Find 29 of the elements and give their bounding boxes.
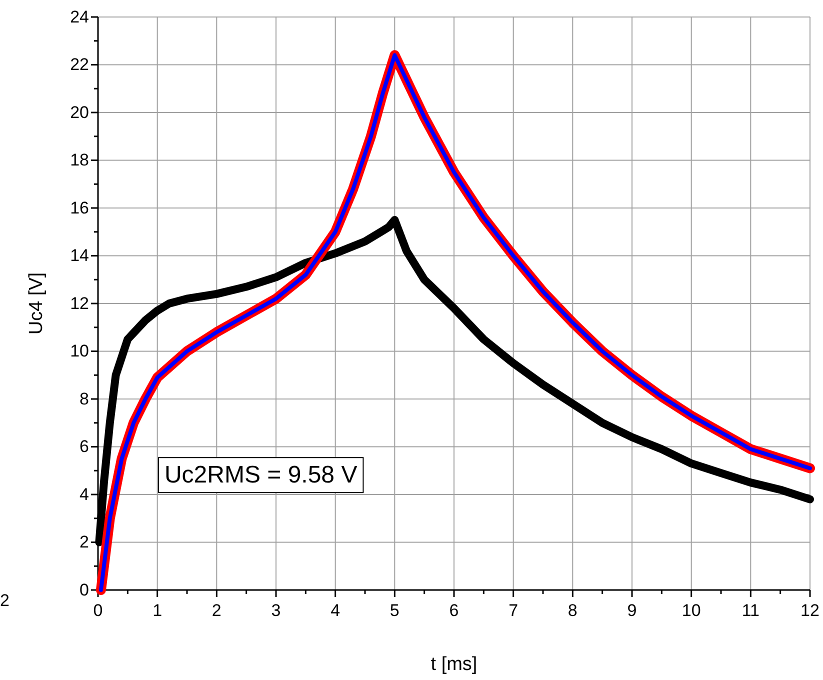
y-tick-label: 16 <box>70 198 89 218</box>
x-tick-label: 6 <box>449 601 459 620</box>
y-tick-label: 0 <box>80 580 89 600</box>
y-tick-label: 12 <box>70 294 89 313</box>
x-tick-label: 7 <box>508 601 518 620</box>
annotation: Uc2RMS = 9.58 V <box>164 462 358 489</box>
y-tick-label: 20 <box>70 102 89 122</box>
x-tick-label: 5 <box>390 601 400 620</box>
x-tick-label: 4 <box>330 601 340 620</box>
x-tick-label: 1 <box>152 601 162 620</box>
x-tick-label: 3 <box>271 601 281 620</box>
y-tick-label: 8 <box>80 389 89 408</box>
x-tick-label: 11 <box>742 601 760 620</box>
y-tick-label: 14 <box>70 246 89 266</box>
x-tick-label: 9 <box>627 601 637 620</box>
x-tick-label: 12 <box>800 601 820 620</box>
y-axis-title: Uc4 [V] <box>26 272 47 335</box>
x-tick-label: 8 <box>568 601 578 620</box>
x-tick-label: 2 <box>212 601 222 620</box>
y-tick-label: 10 <box>70 342 89 361</box>
y-tick-label: 22 <box>70 55 89 74</box>
x-tick-label: 0 <box>93 601 103 620</box>
y-tick-label: 18 <box>70 150 89 170</box>
x-tick-label: 10 <box>682 601 701 620</box>
x-axis-title: t [ms] <box>430 654 478 675</box>
y-tick-label: 4 <box>80 484 89 504</box>
y-tick-label: 2 <box>80 532 89 552</box>
y-tick-label: 24 <box>70 7 89 26</box>
y-tick-label: 6 <box>80 437 89 456</box>
